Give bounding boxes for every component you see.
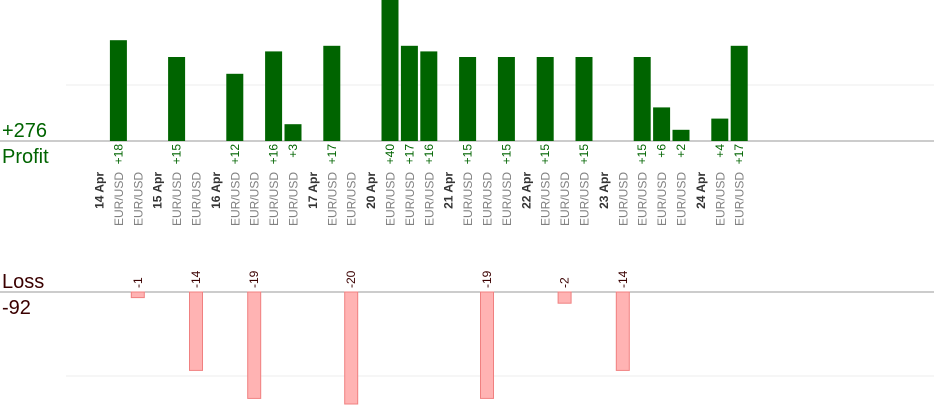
profit-value-label: +16: [422, 144, 436, 165]
profit-bar: [109, 40, 127, 142]
profit-value-label: +6: [655, 144, 669, 158]
date-label: 14 Apr: [93, 172, 107, 209]
profit-bar: [536, 57, 554, 141]
date-label: 20 Apr: [364, 172, 378, 209]
profit-bar: [168, 57, 186, 141]
loss-total: -92: [2, 297, 31, 319]
profit-bar: [633, 57, 651, 141]
pair-label: EUR/USD: [287, 172, 301, 226]
profit-value-label: +17: [325, 144, 339, 165]
pair-label: EUR/USD: [403, 172, 417, 226]
profit-value-label: +4: [713, 144, 727, 158]
loss-bar: [480, 291, 494, 399]
loss-value-label: -2: [558, 277, 572, 288]
pair-label: EUR/USD: [384, 172, 398, 226]
pair-label: EUR/USD: [578, 172, 592, 226]
profit-bar: [265, 51, 283, 141]
profit-value-label: +15: [499, 144, 513, 165]
date-label: 22 Apr: [519, 172, 533, 209]
pair-label: EUR/USD: [675, 172, 689, 226]
pair-label: EUR/USD: [170, 172, 184, 226]
pair-label: EUR/USD: [461, 172, 475, 226]
date-label: 24 Apr: [694, 172, 708, 209]
date-label: 16 Apr: [209, 172, 223, 209]
loss-bar: [344, 291, 359, 405]
loss-bar: [557, 291, 572, 304]
loss-bar: [130, 291, 145, 299]
pair-label: EUR/USD: [500, 172, 514, 226]
pair-label: EUR/USD: [131, 172, 145, 226]
profit-value-label: +17: [732, 144, 746, 165]
profit-bar: [711, 118, 729, 141]
date-label: 23 Apr: [597, 172, 611, 209]
profit-value-label: +15: [538, 144, 552, 165]
date-label: 17 Apr: [306, 172, 320, 209]
loss-value-label: -14: [189, 270, 203, 288]
profit-bar: [226, 73, 244, 141]
pair-label: EUR/USD: [190, 172, 204, 226]
profit-bar: [381, 0, 399, 141]
profit-value-label: +16: [267, 144, 281, 165]
loss-bar: [247, 291, 262, 399]
profit-value-label: +15: [461, 144, 475, 165]
profit-bar: [672, 129, 690, 141]
pair-label: EUR/USD: [733, 172, 747, 226]
pair-label: EUR/USD: [267, 172, 281, 226]
profit-value-label: +15: [577, 144, 591, 165]
loss-value-label: -14: [616, 270, 630, 288]
pair-label: EUR/USD: [228, 172, 242, 226]
loss-value-label: -19: [247, 270, 261, 288]
profit-value-label: +3: [286, 144, 300, 158]
profit-bar: [497, 57, 515, 141]
pair-label: EUR/USD: [558, 172, 572, 226]
profit-bar: [420, 51, 438, 141]
loss-label: Loss: [2, 271, 44, 293]
loss-bar: [615, 291, 630, 371]
loss-value-label: -1: [131, 277, 145, 288]
loss-bar: [189, 291, 203, 371]
pair-label: EUR/USD: [539, 172, 553, 226]
loss-value-label: -20: [344, 270, 358, 288]
pair-label: EUR/USD: [422, 172, 436, 226]
profit-value-label: +15: [170, 144, 184, 165]
pair-label: EUR/USD: [636, 172, 650, 226]
profit-bar: [653, 107, 671, 141]
pair-label: EUR/USD: [655, 172, 669, 226]
pair-label: EUR/USD: [248, 172, 262, 226]
date-label: 15 Apr: [151, 172, 165, 209]
profit-bar: [459, 57, 477, 141]
profit-bar: [730, 45, 748, 141]
label-layer: +18 -1 +15 -14 +12 -19 +16 +3 +17 -20 +40 +17 +16 +15…: [111, 144, 746, 288]
profit-label: Profit: [2, 146, 49, 168]
pair-label: EUR/USD: [616, 172, 630, 226]
profit-value-label: +12: [228, 144, 242, 165]
category-layer: 14 Apr EUR/USD EUR/USD 15 Apr EUR/USD EUR/USD…: [93, 172, 747, 226]
profit-bar: [323, 45, 341, 141]
profit-total: +276: [2, 120, 47, 142]
pair-label: EUR/USD: [481, 172, 495, 226]
date-label: 21 Apr: [442, 172, 456, 209]
profit-bar: [284, 124, 302, 141]
pair-label: EUR/USD: [112, 172, 126, 226]
profit-value-label: +2: [674, 144, 688, 158]
pair-label: EUR/USD: [345, 172, 359, 226]
pair-label: EUR/USD: [325, 172, 339, 226]
profit-value-label: +15: [635, 144, 649, 165]
profit-bar: [575, 57, 593, 141]
pair-label: EUR/USD: [713, 172, 727, 226]
profit-value-label: +17: [402, 144, 416, 165]
profit-value-label: +40: [383, 144, 397, 165]
profit-value-label: +18: [111, 144, 125, 165]
profit-bar: [400, 45, 418, 141]
bar-layer: [109, 0, 748, 405]
loss-value-label: -19: [480, 270, 494, 288]
